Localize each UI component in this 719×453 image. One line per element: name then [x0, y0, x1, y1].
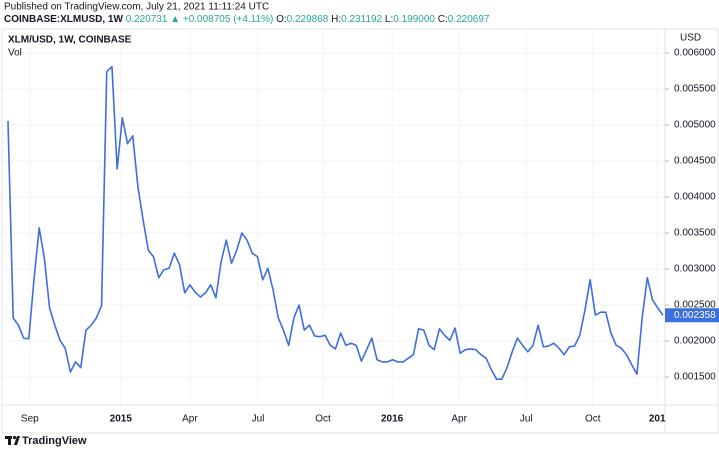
- legend: XLM/USD, 1W, COINBASE: [8, 35, 132, 46]
- x-tick-label: Sep: [21, 414, 39, 425]
- price: 0.220731: [126, 14, 168, 25]
- x-tick-label: 2015: [110, 414, 133, 425]
- symbol-line: COINBASE:XLMUSD, 1W 0.220731 ▲ +0.008705…: [4, 14, 490, 25]
- x-tick-label: Oct: [585, 414, 601, 425]
- y-tick-label: 0.002500: [674, 300, 716, 311]
- chart-frame: [1, 28, 719, 434]
- x-tick-label: Jul: [520, 414, 533, 425]
- ohlc-value: 0.199000: [393, 14, 435, 25]
- change: ▲ +0.008705 (+4.11%): [170, 14, 273, 25]
- ohlc-label: O:: [276, 14, 287, 25]
- y-tick-label: 0.001500: [674, 372, 716, 383]
- x-tick-label: Oct: [315, 414, 331, 425]
- symbol: COINBASE:XLMUSD, 1W: [4, 14, 123, 25]
- x-tick-label: 201: [649, 414, 666, 425]
- ohlc-value: 0.220697: [448, 14, 490, 25]
- price-line: [7, 65, 664, 380]
- ohlc-label: C:: [438, 14, 448, 25]
- ohlc-value: 0.231192: [341, 14, 382, 25]
- y-tick-label: 0.006000: [674, 48, 716, 59]
- ohlc-label: L:: [385, 14, 393, 25]
- y-tick-label: 0.003000: [674, 264, 716, 275]
- y-tick-label: 0.004000: [674, 192, 716, 203]
- ohlc-label: H:: [331, 14, 341, 25]
- sublegend: Vol: [8, 48, 22, 59]
- last-price-label: 0.002358: [674, 310, 716, 321]
- axis-unit: USD: [680, 33, 701, 44]
- x-tick-label: Jul: [252, 414, 265, 425]
- y-tick-label: 0.002000: [674, 336, 716, 347]
- brand: TradingView: [22, 435, 87, 447]
- x-tick-label: Apr: [451, 414, 467, 425]
- published-line: Published on TradingView.com, July 21, 2…: [4, 2, 269, 13]
- y-tick-label: 0.005500: [674, 84, 716, 95]
- ohlc-value: 0.229868: [287, 14, 329, 25]
- y-tick-label: 0.004500: [674, 156, 716, 167]
- x-tick-label: Apr: [182, 414, 198, 425]
- y-tick-label: 0.005000: [674, 120, 716, 131]
- brand-logo: [5, 435, 20, 445]
- last-price-box: [665, 308, 719, 323]
- x-tick-label: 2016: [381, 414, 404, 425]
- y-tick-label: 0.003500: [674, 228, 716, 239]
